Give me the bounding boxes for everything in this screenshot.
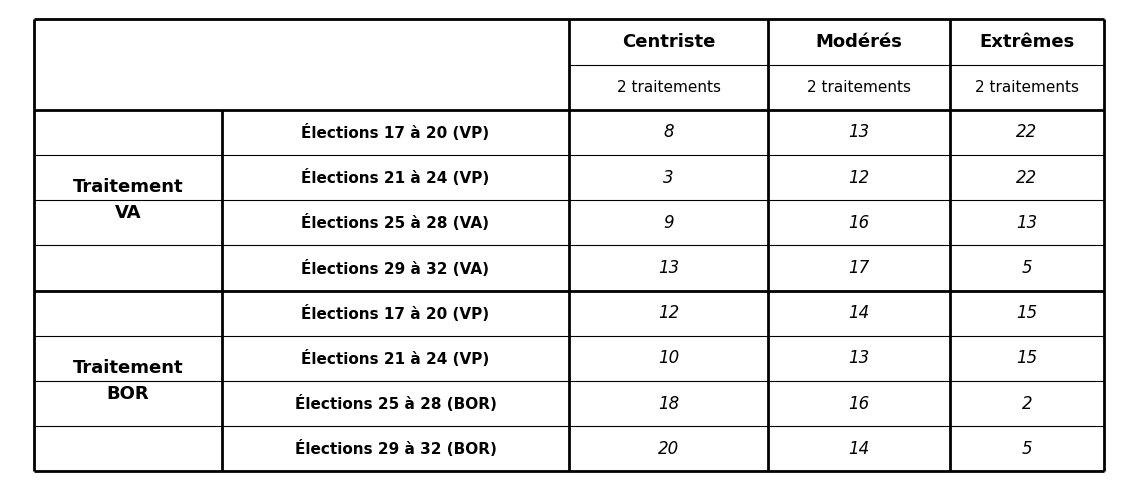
Text: 13: 13 [849, 349, 869, 367]
Text: 20: 20 [658, 440, 679, 458]
Text: Modérés: Modérés [816, 33, 902, 51]
Text: 22: 22 [1016, 123, 1038, 141]
Text: Traitement
BOR: Traitement BOR [73, 359, 183, 403]
Text: 16: 16 [849, 214, 869, 232]
Text: 5: 5 [1022, 440, 1032, 458]
Text: 13: 13 [1016, 214, 1038, 232]
Text: Élections 29 à 32 (VA): Élections 29 à 32 (VA) [302, 260, 489, 277]
Text: 2 traitements: 2 traitements [807, 80, 912, 95]
Text: 14: 14 [849, 304, 869, 322]
Text: Élections 17 à 20 (VP): Élections 17 à 20 (VP) [302, 124, 489, 141]
Text: 9: 9 [663, 214, 674, 232]
Text: Élections 21 à 24 (VP): Élections 21 à 24 (VP) [302, 169, 489, 186]
Text: 12: 12 [849, 169, 869, 187]
Text: 15: 15 [1016, 349, 1038, 367]
Text: Centriste: Centriste [621, 33, 716, 51]
Text: 5: 5 [1022, 259, 1032, 277]
Text: Élections 21 à 24 (VP): Élections 21 à 24 (VP) [302, 350, 489, 367]
Text: Élections 29 à 32 (BOR): Élections 29 à 32 (BOR) [295, 440, 496, 457]
Text: 22: 22 [1016, 169, 1038, 187]
Text: 17: 17 [849, 259, 869, 277]
Text: 18: 18 [658, 395, 679, 413]
Text: 2 traitements: 2 traitements [617, 80, 720, 95]
Text: 13: 13 [658, 259, 679, 277]
Text: Traitement
VA: Traitement VA [73, 178, 183, 223]
Text: Élections 25 à 28 (VA): Élections 25 à 28 (VA) [302, 214, 489, 231]
Text: 16: 16 [849, 395, 869, 413]
Text: 13: 13 [849, 123, 869, 141]
Text: 10: 10 [658, 349, 679, 367]
Text: 8: 8 [663, 123, 674, 141]
Text: 3: 3 [663, 169, 674, 187]
Text: Extrêmes: Extrêmes [980, 33, 1074, 51]
Text: 15: 15 [1016, 304, 1038, 322]
Text: Élections 17 à 20 (VP): Élections 17 à 20 (VP) [302, 305, 489, 322]
Text: 14: 14 [849, 440, 869, 458]
Text: 2 traitements: 2 traitements [975, 80, 1079, 95]
Text: 12: 12 [658, 304, 679, 322]
Text: 2: 2 [1022, 395, 1032, 413]
Text: Élections 25 à 28 (BOR): Élections 25 à 28 (BOR) [295, 395, 496, 412]
